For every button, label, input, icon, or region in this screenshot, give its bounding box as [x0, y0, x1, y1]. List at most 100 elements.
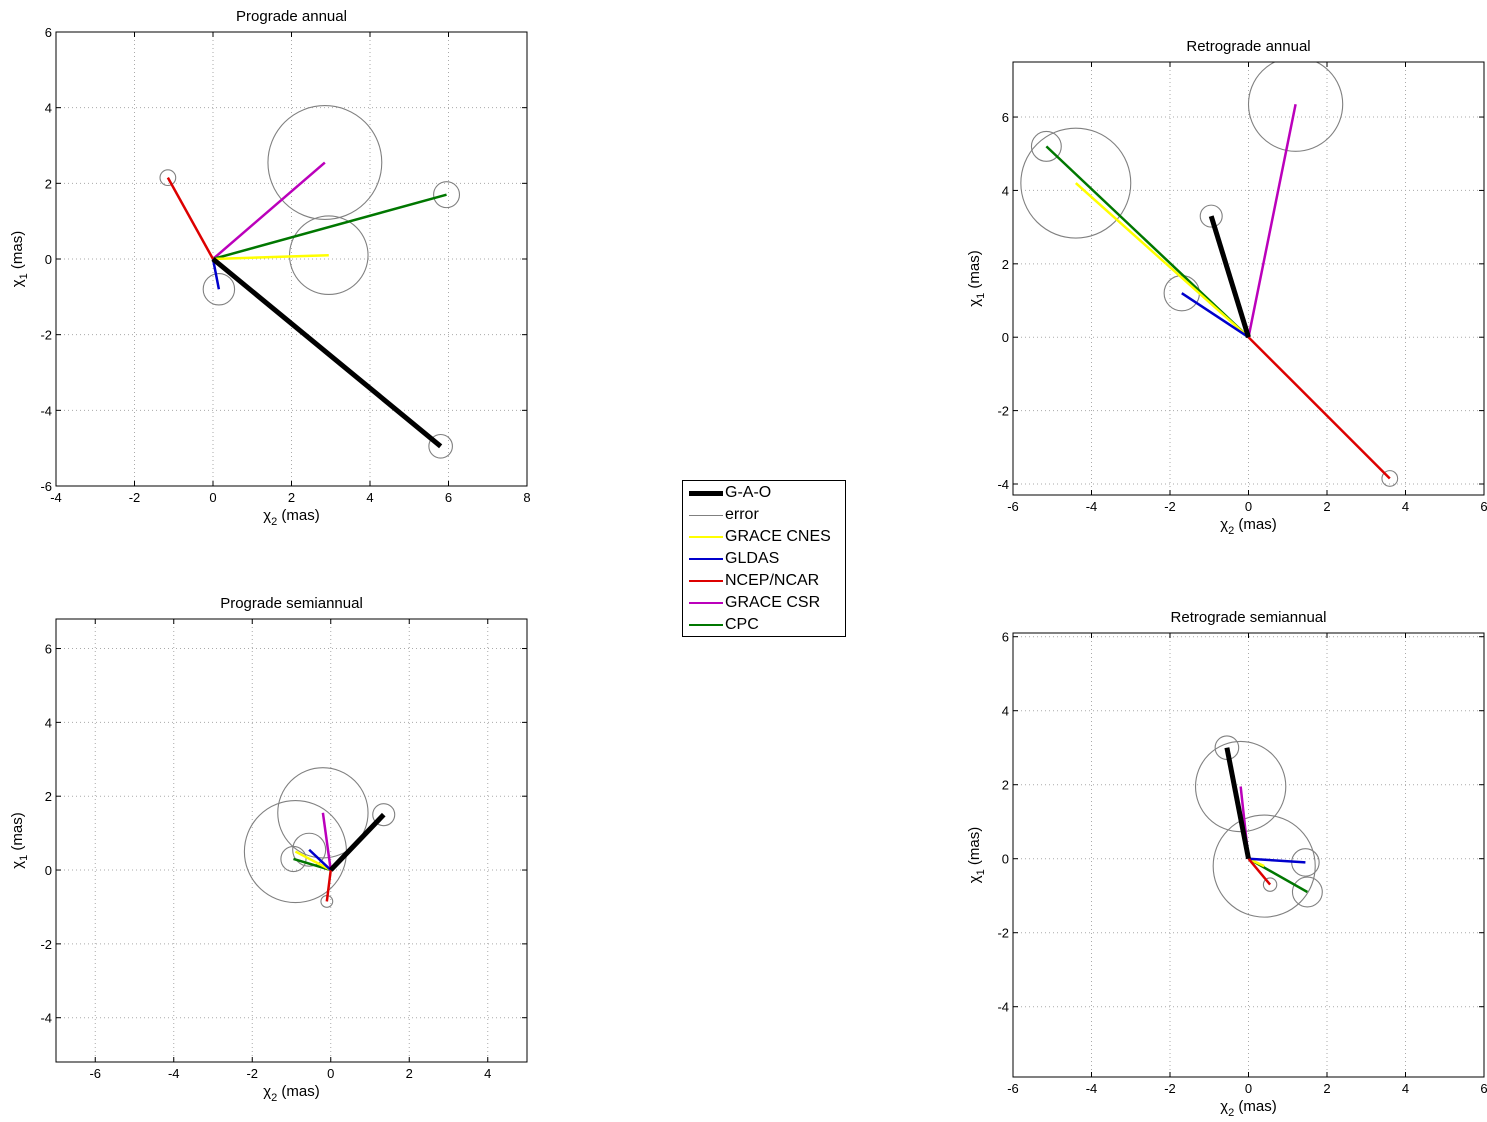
y-tick-label: 4: [45, 715, 52, 730]
x-tick-label: 4: [1402, 1081, 1409, 1096]
y-axis-label: χ1 (mas): [9, 812, 30, 869]
y-tick-label: -6: [40, 479, 52, 494]
y-tick-label: 6: [45, 25, 52, 40]
y-tick-label: -2: [997, 404, 1009, 419]
x-axis-label: χ2 (mas): [1220, 516, 1277, 537]
y-tick-label: 2: [45, 789, 52, 804]
x-tick-label: -2: [1164, 499, 1176, 514]
legend-label-cpc: CPC: [725, 616, 759, 633]
y-tick-label: 4: [1002, 183, 1009, 198]
legend-label-grace-cnes: GRACE CNES: [725, 528, 831, 545]
vector-grace-csr: [212, 161, 326, 260]
y-tick-label: 4: [1002, 704, 1009, 719]
legend-swatch-grace-cnes: [689, 535, 723, 538]
x-tick-label: -2: [246, 1066, 258, 1081]
vector-grace-cnes: [1074, 182, 1250, 339]
data-layer: [243, 767, 396, 908]
error-circle-g-a-o: [372, 803, 396, 827]
x-tick-label: -2: [1164, 1081, 1176, 1096]
vector-grace-cnes: [212, 253, 329, 261]
legend-label-ncep-ncar: NCEP/NCAR: [725, 572, 820, 589]
vector-grace-csr: [1247, 103, 1297, 338]
y-tick-label: 2: [45, 176, 52, 191]
vector-ncep-ncar: [166, 177, 215, 260]
vector-ncep-ncar: [1247, 857, 1272, 886]
legend-swatch-cpc: [689, 623, 723, 626]
chart-retrograde-semiannual: -6 -4 -2 0 2 4 6 -4 -2 0 2 4 6 Retrograde semiannual χ…: [966, 609, 1487, 1119]
chart-title: Prograde semiannual: [220, 595, 363, 612]
legend-swatch-gldas: [689, 557, 723, 560]
error-circle-grace-csr: [277, 767, 369, 859]
chart-prograde-semiannual: -6 -4 -2 0 2 4 -4 -2 0 2 4 6 Prograde semiannual χ2 (…: [9, 595, 528, 1104]
axes-frame: [55, 31, 528, 487]
x-tick-label: 6: [1480, 1081, 1487, 1096]
error-circle-cpc: [280, 845, 307, 873]
error-circle-ncep-ncar: [1381, 470, 1399, 487]
legend-entry-grace-cnes: GRACE CNES: [683, 526, 845, 548]
x-tick-label: 2: [288, 490, 295, 505]
y-axis-label: χ1 (mas): [9, 231, 30, 288]
x-tick-label: 2: [1323, 499, 1330, 514]
error-circle-g-a-o: [428, 433, 453, 459]
legend-entry-gao: G-A-O: [683, 482, 845, 504]
x-tick-label: -6: [1007, 1081, 1019, 1096]
axes-frame: [1012, 632, 1485, 1078]
vector-g-a-o: [328, 812, 386, 872]
y-tick-label: -4: [40, 403, 52, 418]
x-tick-label: 4: [484, 1066, 491, 1081]
y-axis-label: χ1 (mas): [966, 250, 987, 307]
x-axis-label: χ2 (mas): [263, 1083, 320, 1104]
x-tick-label: -6: [89, 1066, 101, 1081]
legend-label-error: error: [725, 506, 759, 523]
legend-entry-ncep-ncar: NCEP/NCAR: [683, 570, 845, 592]
error-circle-grace-cnes: [288, 215, 369, 296]
legend-entry-error: error: [683, 504, 845, 526]
legend-entry-gldas: GLDAS: [683, 548, 845, 570]
legend-entry-grace-csr: GRACE CSR: [683, 592, 845, 614]
x-tick-label: -2: [129, 490, 141, 505]
chart-title: Prograde annual: [236, 8, 347, 25]
x-tick-label: -6: [1007, 499, 1019, 514]
x-tick-label: 0: [1245, 1081, 1252, 1096]
error-circle-gldas: [202, 273, 236, 306]
error-circle-cpc: [1030, 130, 1062, 162]
x-tick-label: 2: [406, 1066, 413, 1081]
error-circle-grace-csr: [1194, 740, 1287, 833]
vector-g-a-o: [1224, 747, 1251, 860]
legend: G-A-O error GRACE CNES GLDAS NCEP/NCAR G…: [682, 480, 846, 637]
vector-cpc: [212, 193, 447, 261]
legend-label-gao: G-A-O: [725, 484, 772, 501]
error-circle-gldas: [292, 832, 327, 867]
data-layer: [1020, 62, 1399, 487]
chart-title: Retrograde annual: [1186, 38, 1310, 55]
x-tick-label: -4: [50, 490, 62, 505]
legend-swatch-gao: [689, 490, 723, 496]
x-tick-label: -4: [168, 1066, 180, 1081]
y-tick-label: 4: [45, 101, 52, 116]
y-tick-label: -2: [40, 328, 52, 343]
chart-retrograde-annual: -6 -4 -2 0 2 4 6 -4 -2 0 2 4 6 Retrograde annual χ2 (m…: [966, 38, 1487, 537]
y-tick-label: 6: [1002, 110, 1009, 125]
vector-grace-cnes: [294, 850, 332, 872]
y-tick-label: 6: [1002, 630, 1009, 645]
plot-area: [56, 619, 527, 1062]
error-circle-g-a-o: [1199, 204, 1223, 228]
x-tick-label: 4: [1402, 499, 1409, 514]
vector-g-a-o: [211, 257, 443, 449]
legend-label-grace-csr: GRACE CSR: [725, 594, 821, 611]
data-layer: [159, 105, 461, 459]
axes-frame: [1012, 61, 1485, 496]
x-tick-label: 0: [209, 490, 216, 505]
error-circle-grace-cnes: [1212, 814, 1316, 918]
legend-swatch-ncep-ncar: [689, 579, 723, 582]
vector-ncep-ncar: [325, 869, 332, 902]
vector-gldas: [1248, 857, 1306, 864]
vector-ncep-ncar: [1247, 336, 1391, 480]
x-tick-label: -4: [1086, 499, 1098, 514]
legend-swatch-grace-csr: [689, 601, 723, 604]
x-tick-label: 0: [327, 1066, 334, 1081]
error-circle-grace-cnes: [1020, 127, 1132, 239]
y-tick-label: -2: [997, 926, 1009, 941]
